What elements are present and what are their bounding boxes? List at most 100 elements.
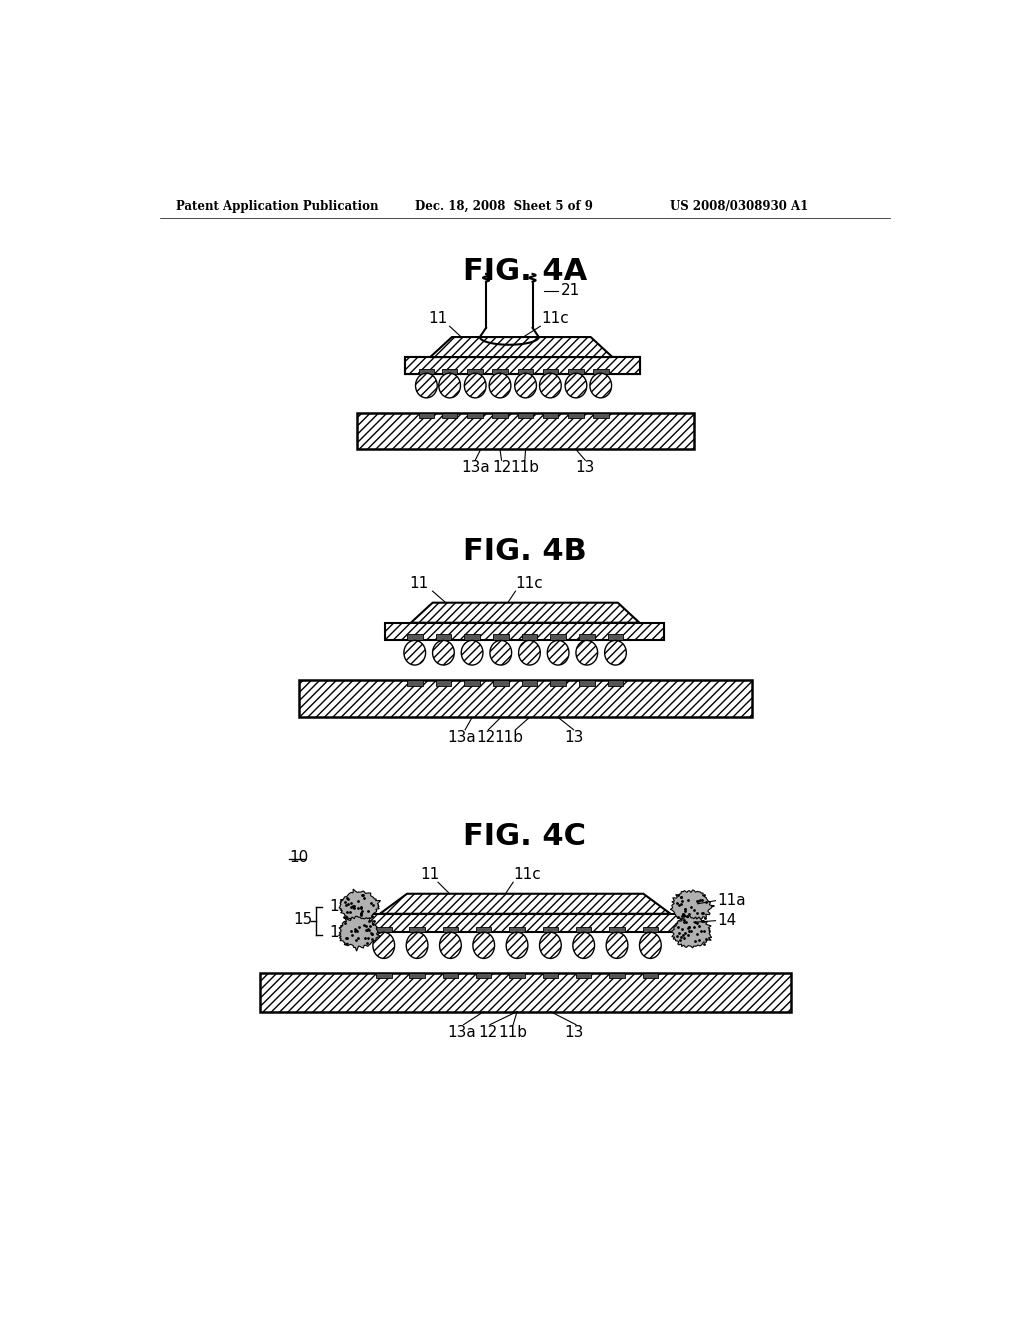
Bar xyxy=(575,973,592,978)
Polygon shape xyxy=(380,894,671,913)
Text: FIG. 4B: FIG. 4B xyxy=(463,537,587,566)
Ellipse shape xyxy=(606,932,628,958)
Ellipse shape xyxy=(473,932,495,958)
Text: 11b: 11b xyxy=(499,1024,527,1040)
Text: 11b: 11b xyxy=(510,461,540,475)
Ellipse shape xyxy=(373,932,394,958)
Bar xyxy=(419,368,434,374)
Bar xyxy=(464,635,480,640)
Text: 11c: 11c xyxy=(515,576,544,591)
Bar xyxy=(521,635,538,640)
Bar xyxy=(568,412,584,418)
Bar xyxy=(435,635,452,640)
Ellipse shape xyxy=(464,374,486,397)
Bar xyxy=(609,927,625,932)
Bar xyxy=(579,635,595,640)
Text: 11: 11 xyxy=(428,312,447,326)
Bar xyxy=(406,358,640,374)
Ellipse shape xyxy=(461,640,483,665)
Bar xyxy=(643,973,658,978)
Bar xyxy=(521,681,538,686)
Ellipse shape xyxy=(432,640,455,665)
Bar xyxy=(376,927,391,932)
Bar xyxy=(356,412,693,449)
Bar xyxy=(407,681,423,686)
Bar xyxy=(376,973,391,978)
Ellipse shape xyxy=(640,932,662,958)
Polygon shape xyxy=(671,890,715,924)
Bar xyxy=(442,973,458,978)
Text: 11: 11 xyxy=(421,867,440,882)
Text: 13a: 13a xyxy=(461,461,489,475)
Bar xyxy=(518,368,534,374)
Text: 15b: 15b xyxy=(330,925,358,940)
Bar xyxy=(407,635,423,640)
Text: 13: 13 xyxy=(564,730,584,744)
Ellipse shape xyxy=(565,374,587,397)
Text: 10: 10 xyxy=(289,850,308,865)
Polygon shape xyxy=(672,915,712,948)
Bar xyxy=(643,927,658,932)
Bar xyxy=(476,927,492,932)
Bar xyxy=(607,635,624,640)
Text: US 2008/0308930 A1: US 2008/0308930 A1 xyxy=(671,199,809,213)
Bar xyxy=(352,913,697,932)
Bar xyxy=(299,681,752,718)
Ellipse shape xyxy=(489,640,512,665)
Text: Dec. 18, 2008  Sheet 5 of 9: Dec. 18, 2008 Sheet 5 of 9 xyxy=(415,199,593,213)
Bar xyxy=(579,681,595,686)
Ellipse shape xyxy=(489,374,511,397)
Ellipse shape xyxy=(515,374,537,397)
Ellipse shape xyxy=(518,640,541,665)
Bar xyxy=(609,973,625,978)
Bar xyxy=(406,358,640,374)
Bar xyxy=(435,681,452,686)
Bar xyxy=(493,368,508,374)
Bar xyxy=(575,927,592,932)
Bar xyxy=(410,927,425,932)
Text: 13a: 13a xyxy=(446,1024,475,1040)
Bar xyxy=(550,681,566,686)
Ellipse shape xyxy=(547,640,569,665)
Text: 11a: 11a xyxy=(717,894,745,908)
Text: 13: 13 xyxy=(575,461,595,475)
Polygon shape xyxy=(411,603,640,623)
Ellipse shape xyxy=(590,374,611,397)
Text: Patent Application Publication: Patent Application Publication xyxy=(176,199,379,213)
Bar xyxy=(518,412,534,418)
Text: 11c: 11c xyxy=(513,867,541,882)
Ellipse shape xyxy=(572,932,595,958)
Ellipse shape xyxy=(439,932,461,958)
Bar xyxy=(419,412,434,418)
Bar xyxy=(543,927,558,932)
Bar xyxy=(593,368,608,374)
Ellipse shape xyxy=(438,374,461,397)
Bar xyxy=(509,973,524,978)
Ellipse shape xyxy=(506,932,528,958)
Bar xyxy=(568,368,584,374)
Polygon shape xyxy=(339,916,381,952)
Text: FIG. 4C: FIG. 4C xyxy=(463,822,587,851)
Bar xyxy=(464,681,480,686)
Text: 13: 13 xyxy=(564,1024,584,1040)
Text: 15: 15 xyxy=(293,912,312,927)
Ellipse shape xyxy=(604,640,627,665)
Bar xyxy=(493,635,509,640)
Text: 14: 14 xyxy=(717,913,736,928)
Bar xyxy=(442,412,458,418)
Bar xyxy=(467,412,483,418)
Polygon shape xyxy=(430,337,612,358)
Text: 13a: 13a xyxy=(446,730,475,744)
Bar xyxy=(442,927,458,932)
Bar xyxy=(543,412,558,418)
Ellipse shape xyxy=(575,640,598,665)
Bar xyxy=(493,412,508,418)
Bar xyxy=(593,412,608,418)
Bar xyxy=(410,973,425,978)
Text: 12: 12 xyxy=(492,461,511,475)
Bar xyxy=(607,681,624,686)
Text: 11c: 11c xyxy=(541,312,568,326)
Bar xyxy=(493,681,509,686)
Bar xyxy=(550,635,566,640)
Ellipse shape xyxy=(407,932,428,958)
